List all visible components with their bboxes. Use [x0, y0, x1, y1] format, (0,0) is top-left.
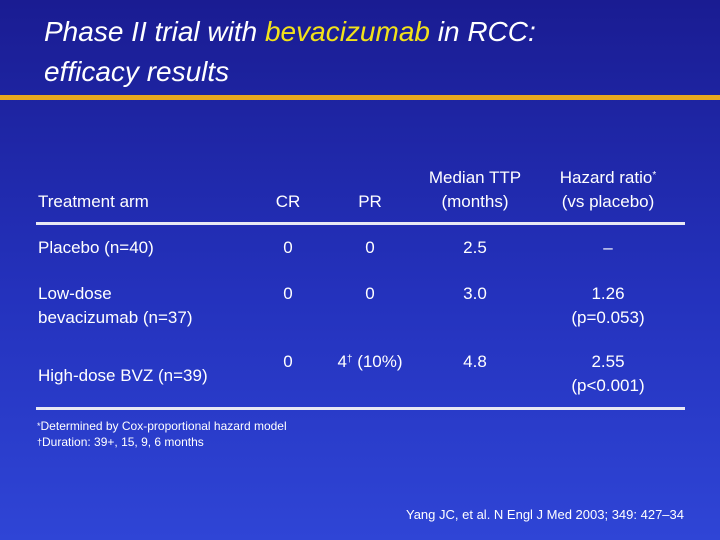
row-pr: 0 — [365, 238, 375, 257]
header-hazard-ratio: Hazard ratio* (vs placebo) — [538, 166, 678, 214]
row-hazard-ratio: – — [603, 238, 613, 257]
row-cr: 0 — [283, 238, 293, 257]
title-divider — [0, 95, 720, 100]
title-highlight: bevacizumab — [264, 16, 430, 47]
header-hr-line1: Hazard ratio — [559, 168, 653, 187]
row-hr-line2: (p=0.053) — [571, 308, 645, 327]
header-treatment-arm: Treatment arm — [38, 192, 149, 211]
title-prefix: Phase II trial with — [44, 16, 265, 47]
row-arm-line2: bevacizumab (n=37) — [38, 308, 193, 327]
row-cr: 0 — [283, 352, 293, 371]
row-hazard-ratio: 2.55 (p<0.001) — [538, 350, 678, 398]
row-median-ttp: 4.8 — [463, 352, 487, 371]
row-hr-line1: 2.55 — [591, 352, 625, 371]
row-arm-line1: Low-dose — [38, 284, 112, 303]
row-pr-suffix: (10%) — [352, 352, 403, 371]
header-pr: PR — [358, 192, 382, 211]
row-treatment-arm: Low-dose bevacizumab (n=37) — [38, 282, 193, 330]
row-pr-value: 4 — [337, 352, 347, 371]
row-median-ttp: 3.0 — [463, 284, 487, 303]
footnote-mark: † — [37, 437, 43, 447]
header-cr: CR — [275, 192, 301, 211]
header-hr-line2: (vs placebo) — [561, 192, 655, 211]
row-pr-mark: † — [346, 354, 353, 365]
footnote-text: Determined by Cox-proportional hazard mo… — [40, 419, 287, 433]
row-treatment-arm: High-dose BVZ (n=39) — [38, 366, 208, 385]
row-pr: 0 — [365, 284, 375, 303]
header-hr-mark: * — [652, 170, 657, 181]
reference-citation: Yang JC, et al. N Engl J Med 2003; 349: … — [406, 507, 684, 522]
footnote-text: Duration: 39+, 15, 9, 6 months — [42, 435, 204, 449]
row-treatment-arm: Placebo (n=40) — [38, 238, 154, 257]
header-ttp-line2: (months) — [441, 192, 509, 211]
footnote-mark: * — [37, 421, 41, 431]
header-ttp-line1: Median TTP — [428, 168, 522, 187]
table-bottom-divider — [36, 407, 685, 410]
title-line2: efficacy results — [44, 56, 230, 87]
row-hazard-ratio: 1.26 (p=0.053) — [538, 282, 678, 330]
row-hr-line2: (p<0.001) — [571, 376, 645, 395]
row-pr: 4† (10%) — [325, 350, 415, 374]
slide-title: Phase II trial with bevacizumab in RCC: … — [44, 12, 694, 92]
row-cr: 0 — [283, 284, 293, 303]
title-suffix: in RCC: — [429, 16, 536, 47]
footnote: †Duration: 39+, 15, 9, 6 months — [37, 434, 204, 450]
header-divider — [36, 222, 685, 225]
row-hr-line1: 1.26 — [591, 284, 625, 303]
footnote: *Determined by Cox-proportional hazard m… — [37, 418, 287, 434]
header-median-ttp: Median TTP (months) — [405, 166, 545, 214]
row-median-ttp: 2.5 — [463, 238, 487, 257]
